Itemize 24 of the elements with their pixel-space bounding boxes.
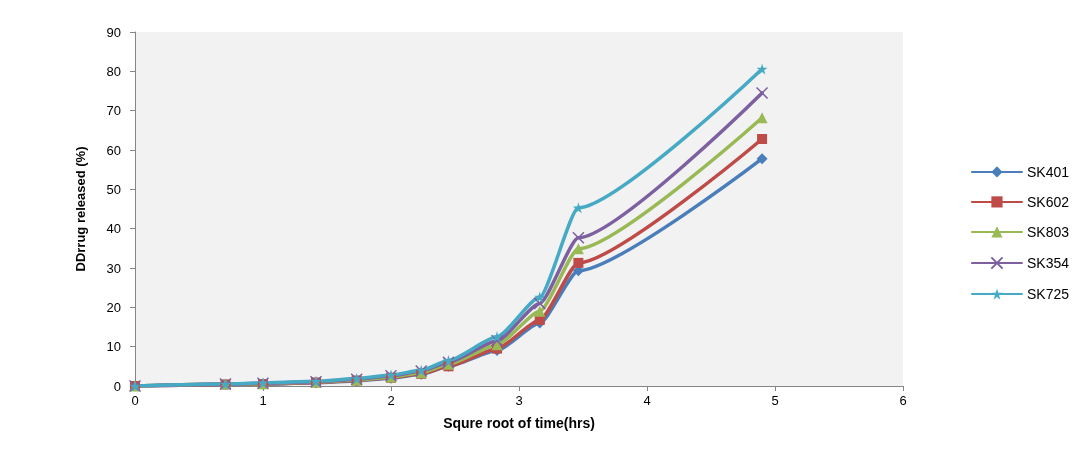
legend-label: SK401 [1026, 163, 1070, 180]
y-tick-label: 0 [113, 378, 121, 394]
y-tick-label: 80 [106, 63, 121, 79]
y-tick-label: 30 [106, 260, 121, 276]
legend-label: SK354 [1026, 255, 1070, 271]
y-tick-label: 20 [106, 299, 121, 315]
y-axis-title: DDrrug released (%) [73, 146, 88, 272]
legend-label: SK602 [1026, 193, 1070, 210]
x-tick-label: 6 [899, 393, 907, 408]
x-tick-label: 3 [515, 393, 523, 408]
y-tick-label: 40 [106, 221, 121, 237]
y-tick-label: 50 [106, 181, 121, 197]
legend-label: SK803 [1026, 223, 1070, 240]
x-tick-label: 1 [259, 393, 267, 408]
x-tick-label: 4 [643, 393, 651, 408]
y-tick-label: 90 [106, 24, 121, 40]
x-tick-label: 0 [131, 393, 139, 408]
y-tick-label: 70 [106, 103, 121, 119]
y-tick-label: 10 [106, 339, 121, 355]
x-tick-label: 2 [387, 393, 395, 408]
y-tick-label: 60 [106, 142, 121, 158]
x-tick-label: 5 [771, 393, 779, 408]
legend-label: SK725 [1026, 286, 1070, 303]
x-axis-title: Squre root of time(hrs) [443, 415, 595, 431]
